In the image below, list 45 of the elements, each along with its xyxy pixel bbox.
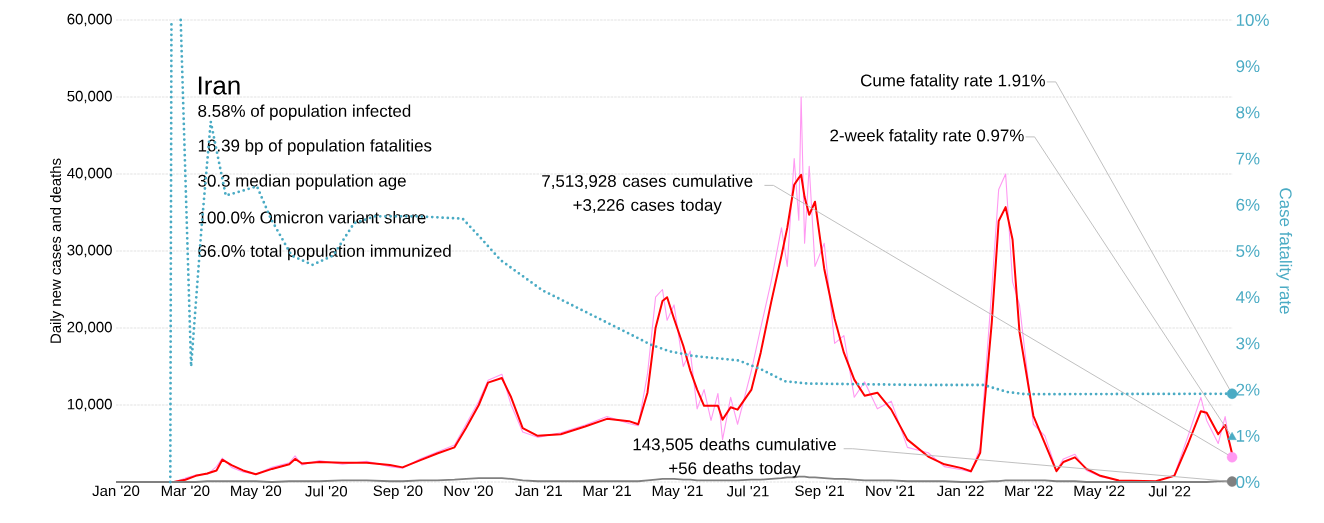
x-tick-label: Mar '21: [583, 485, 631, 497]
y2-tick-label: 1%: [1236, 429, 1260, 442]
annotation: 100.0% Omicron variant share: [198, 211, 426, 224]
annotation: Cume fatality rate 1.91%: [861, 74, 1045, 90]
x-tick-label: Sep '21: [795, 485, 844, 500]
y2-tick-label: 3%: [1236, 337, 1260, 350]
x-tick-label: Jul '20: [305, 485, 348, 497]
x-tick-label: Jan '22: [936, 485, 984, 497]
y2-tick-label: 8%: [1236, 106, 1260, 119]
y-tick-label: 60,000: [67, 13, 112, 27]
y2-tick-label: 9%: [1236, 60, 1260, 73]
y-tick-label: 20,000: [67, 321, 112, 335]
y2-tick-label: 4%: [1235, 291, 1260, 304]
x-tick-label: May '21: [652, 485, 703, 500]
x-tick-label: Jul '22: [1148, 485, 1191, 497]
annotation: 143,505 deaths cumulative +56 deaths today: [633, 437, 836, 478]
x-tick-label: Mar '22: [1005, 485, 1053, 497]
y-tick-label: 10,000: [67, 398, 112, 412]
y2-axis-title: Case fatality rate: [1276, 188, 1293, 314]
annotation: 66.0% total population immunized: [198, 244, 451, 261]
y-axis-title: Daily new cases and deaths: [50, 158, 64, 343]
annotation: 30.3 median population age: [198, 174, 406, 191]
annotation: 7,513,928 cases cumulative +3,226 cases today: [542, 174, 753, 215]
annotation: 2-week fatality rate 0.97%: [830, 129, 1024, 145]
y-tick-label: 50,000: [67, 90, 112, 104]
y2-tick-label: 10%: [1236, 14, 1269, 26]
y2-tick-label: 2%: [1236, 383, 1260, 396]
annotation: 16.39 bp of population fatalities: [198, 139, 432, 155]
x-tick-label: Jan '21: [515, 485, 562, 497]
annotation: 8.58% of population infected: [198, 104, 411, 121]
x-tick-label: May '22: [1074, 485, 1125, 500]
y2-tick-label: 0%: [1236, 476, 1260, 488]
x-tick-label: Sep '20: [373, 485, 423, 500]
x-tick-label: Nov '20: [444, 485, 493, 497]
y2-tick-label: 6%: [1236, 198, 1260, 211]
y-tick-label: 30,000: [67, 244, 112, 258]
x-tick-label: Nov '21: [866, 485, 915, 497]
y-tick-label: 40,000: [67, 167, 112, 181]
x-tick-label: Jul '21: [726, 485, 769, 497]
y2-tick-label: 7%: [1236, 152, 1260, 165]
x-tick-label: May '20: [231, 485, 282, 500]
x-tick-label: Mar '20: [161, 485, 210, 497]
x-tick-label: Jan '20: [92, 485, 140, 497]
text: Iran: [198, 76, 240, 95]
y2-tick-label: 5%: [1236, 245, 1260, 257]
